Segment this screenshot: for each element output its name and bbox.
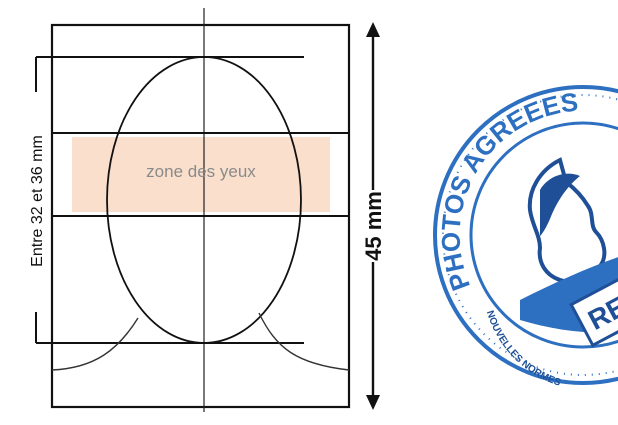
arrow-up-icon	[366, 22, 380, 37]
marianne-hair-icon	[540, 173, 580, 236]
head-oval	[106, 56, 302, 344]
re-badge: RE	[569, 274, 618, 348]
left-shoulder	[51, 317, 139, 371]
right-shoulder	[258, 312, 350, 371]
eye-zone-label: zone des yeux	[146, 162, 256, 181]
height-range-label: Entre 32 et 36 mm	[29, 135, 46, 267]
eye-zone-band	[72, 137, 330, 212]
arrow-down-icon	[366, 395, 380, 410]
approval-seal: PHOTOS AGREEES NOUVELLES NORMES RE	[433, 85, 618, 389]
total-height-label: 45 mm	[361, 191, 386, 261]
